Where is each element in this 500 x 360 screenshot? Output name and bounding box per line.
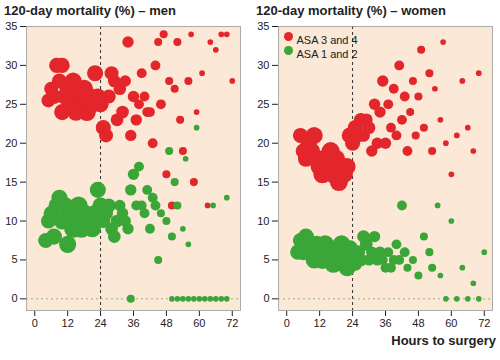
svg-text:10: 10 [5, 215, 17, 227]
svg-text:5: 5 [11, 253, 17, 265]
svg-text:ASA 3 and 4: ASA 3 and 4 [297, 34, 358, 46]
svg-text:ASA 1 and 2: ASA 1 and 2 [297, 48, 358, 60]
svg-text:20: 20 [257, 137, 269, 149]
svg-text:10: 10 [257, 215, 269, 227]
svg-text:25: 25 [5, 98, 17, 110]
html-text:120-day mortality (%) – men: 120-day mortality (%) – men [4, 3, 176, 18]
svg-text:72: 72 [478, 317, 490, 329]
svg-text:24: 24 [94, 317, 106, 329]
html-text:120-day mortality (%) – women: 120-day mortality (%) – women [256, 3, 446, 18]
svg-text:30: 30 [5, 59, 17, 71]
svg-text:0: 0 [11, 292, 17, 304]
svg-text:20: 20 [5, 137, 17, 149]
svg-text:12: 12 [314, 317, 326, 329]
svg-text:15: 15 [5, 176, 17, 188]
svg-text:48: 48 [160, 317, 172, 329]
svg-text:60: 60 [193, 317, 205, 329]
svg-text:48: 48 [412, 317, 424, 329]
svg-text:35: 35 [5, 20, 17, 32]
svg-text:30: 30 [257, 59, 269, 71]
html-text:Hours to surgery: Hours to surgery [391, 333, 496, 348]
svg-text:5: 5 [263, 253, 269, 265]
svg-text:72: 72 [226, 317, 238, 329]
svg-text:25: 25 [257, 98, 269, 110]
svg-text:36: 36 [127, 317, 139, 329]
svg-text:12: 12 [62, 317, 74, 329]
svg-text:35: 35 [257, 20, 269, 32]
svg-text:15: 15 [257, 176, 269, 188]
svg-text:0: 0 [263, 292, 269, 304]
svg-text:36: 36 [379, 317, 391, 329]
svg-text:0: 0 [32, 317, 38, 329]
svg-text:24: 24 [346, 317, 358, 329]
svg-text:0: 0 [284, 317, 290, 329]
svg-text:60: 60 [445, 317, 457, 329]
